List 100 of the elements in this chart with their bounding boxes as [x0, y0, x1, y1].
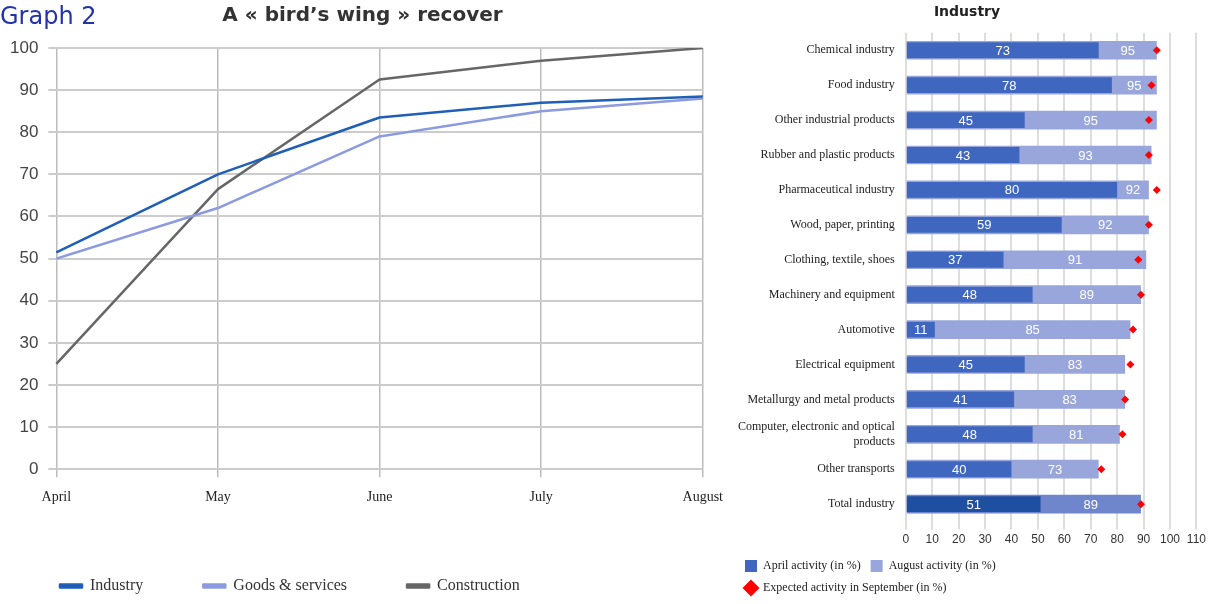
- bar: [906, 77, 1112, 94]
- point: [1134, 255, 1143, 264]
- point: [1144, 220, 1153, 229]
- legend-label: Construction: [437, 576, 520, 594]
- x-tick-label: April: [41, 489, 72, 505]
- x-tick-label: 20: [951, 532, 966, 547]
- data-label: 95: [1120, 42, 1135, 58]
- y-tick-label: 50: [19, 248, 39, 268]
- bar: [906, 42, 1099, 59]
- x-tick-label: 70: [1084, 532, 1098, 547]
- x-tick-label: 80: [1110, 532, 1125, 547]
- bar: [906, 356, 1025, 373]
- y-tick-label: 30: [19, 332, 39, 352]
- y-tick-label: 20: [19, 374, 39, 394]
- legend-label: Expected activity in September (in %): [763, 580, 947, 595]
- data-label: 48: [962, 426, 977, 442]
- data-label: 91: [1067, 252, 1083, 268]
- point: [1147, 81, 1156, 90]
- bar: [906, 391, 1015, 408]
- data-label: 59: [977, 217, 992, 233]
- data-label: 85: [1025, 322, 1040, 338]
- x-tick-label: June: [366, 489, 393, 505]
- data-label: 43: [955, 147, 971, 163]
- point: [1152, 185, 1161, 194]
- data-label: 48: [962, 287, 977, 303]
- x-tick-label: July: [529, 489, 553, 505]
- bar: [906, 112, 1025, 129]
- legend-label: Industry: [90, 576, 144, 595]
- y-tick-label: Clothing, textile, shoes: [784, 251, 896, 266]
- y-tick-label: 100: [9, 37, 39, 57]
- y-tick-label: 40: [19, 290, 39, 310]
- y-tick-label: 70: [19, 164, 39, 184]
- y-tick-label: Metallurgy and metal products: [747, 391, 896, 406]
- point: [1144, 151, 1153, 159]
- data-label: 83: [1067, 357, 1083, 373]
- y-tick-label: Food industry: [827, 77, 895, 92]
- data-label: 45: [958, 357, 973, 373]
- data-label: 92: [1125, 182, 1141, 198]
- data-label: 78: [1002, 77, 1017, 93]
- point: [1136, 500, 1145, 509]
- x-tick-label: 40: [1004, 532, 1019, 547]
- data-label: 41: [953, 391, 968, 407]
- y-tick-label: 0: [28, 458, 39, 478]
- bar: [906, 181, 1118, 198]
- x-tick-label: 10: [925, 532, 940, 547]
- y-tick-label: Machinery and equipment: [768, 286, 896, 301]
- point: [1118, 430, 1127, 439]
- bar: [906, 461, 1012, 478]
- y-tick-label: Total industry: [827, 496, 895, 511]
- point: [1129, 325, 1138, 334]
- data-label: 89: [1083, 496, 1098, 512]
- y-tick-label: Wood, paper, printing: [790, 216, 895, 231]
- data-label: 89: [1079, 287, 1095, 303]
- x-tick-label: 50: [1031, 532, 1045, 547]
- y-tick-label: Other transports: [817, 461, 896, 476]
- chart-title: A « bird’s wing » recover: [222, 2, 503, 27]
- data-label: 92: [1098, 217, 1113, 233]
- y-tick-label: 80: [19, 121, 39, 141]
- data-label: 45: [958, 112, 973, 128]
- point: [1121, 395, 1130, 404]
- data-label: 81: [1068, 426, 1084, 442]
- bar: [906, 496, 1041, 513]
- data-label: 95: [1083, 112, 1098, 128]
- data-label: 40: [951, 461, 967, 477]
- data-label: 73: [1047, 461, 1063, 477]
- x-tick-label: 30: [978, 532, 993, 547]
- bar: [906, 147, 1020, 163]
- y-tick-label: Automotive: [837, 321, 895, 336]
- data-label: 83: [1062, 391, 1077, 407]
- bar: [906, 286, 1033, 303]
- y-tick-label: 60: [19, 206, 39, 226]
- data-label: 11: [914, 322, 928, 338]
- bar: [906, 251, 1004, 268]
- data-label: 93: [1078, 147, 1093, 163]
- x-tick-label: 90: [1136, 532, 1151, 547]
- data-label: 51: [966, 496, 981, 512]
- data-label: 95: [1127, 77, 1142, 93]
- point: [1144, 116, 1153, 125]
- x-tick-label: May: [205, 489, 231, 505]
- x-tick-label: 0: [902, 532, 910, 547]
- data-label: 73: [995, 42, 1010, 58]
- bar: [906, 320, 1131, 339]
- data-label: 37: [947, 252, 963, 268]
- x-tick-label: 100: [1160, 532, 1181, 547]
- legend-label: April activity (in %): [763, 558, 861, 573]
- bar: [906, 426, 1033, 443]
- y-tick-label: 90: [19, 79, 39, 99]
- y-tick-label: Computer, electronic and optical products: [738, 419, 896, 448]
- bar: [906, 216, 1062, 233]
- x-tick-label: August: [682, 489, 724, 505]
- caption: Graph 2: [0, 2, 97, 30]
- legend-label: August activity (in %): [888, 558, 996, 573]
- point: [1136, 290, 1145, 299]
- chart-title: Industry: [933, 3, 1001, 20]
- x-tick-label: 60: [1057, 532, 1072, 547]
- y-tick-label: Other industrial products: [774, 112, 896, 127]
- y-tick-label: Pharmaceutical industry: [778, 182, 895, 197]
- x-tick-label: 110: [1186, 532, 1207, 547]
- point: [1126, 360, 1135, 369]
- y-tick-label: Electrical equipment: [795, 356, 896, 371]
